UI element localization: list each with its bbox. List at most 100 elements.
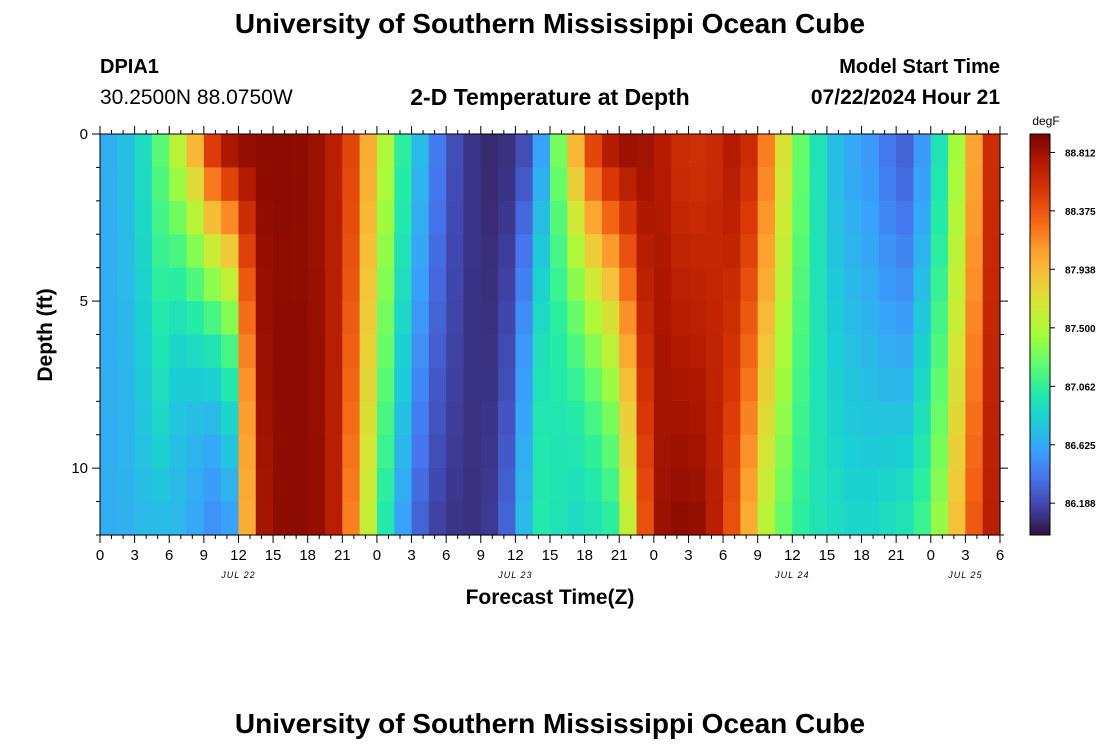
heatmap-cell bbox=[359, 401, 378, 436]
heatmap-cell bbox=[723, 234, 741, 269]
station-id: DPIA1 bbox=[100, 56, 159, 78]
heatmap-cell bbox=[601, 468, 620, 503]
heatmap-cell bbox=[273, 468, 291, 503]
heatmap-cell bbox=[238, 401, 257, 436]
heatmap-cell bbox=[826, 401, 845, 436]
heatmap-cell bbox=[238, 367, 257, 402]
heatmap-cell bbox=[567, 501, 586, 536]
heatmap-cell bbox=[965, 401, 984, 436]
heatmap-cell bbox=[636, 501, 655, 536]
heatmap-cell bbox=[948, 234, 966, 269]
heatmap-cell bbox=[515, 167, 534, 202]
heatmap-cell bbox=[325, 401, 343, 436]
heatmap-cell bbox=[601, 167, 620, 202]
heatmap-cell bbox=[671, 267, 690, 302]
heatmap-cell bbox=[255, 468, 274, 503]
heatmap-cell bbox=[238, 468, 257, 503]
heatmap-cell bbox=[134, 434, 153, 469]
heatmap-cell bbox=[619, 501, 638, 536]
heatmap-cell bbox=[896, 334, 915, 369]
heatmap-cell bbox=[325, 434, 343, 469]
heatmap-cell bbox=[826, 468, 845, 503]
heatmap-cell bbox=[203, 468, 222, 503]
heatmap-cell bbox=[532, 334, 551, 369]
heatmap-cell bbox=[463, 267, 482, 302]
heatmap-cell bbox=[913, 234, 932, 269]
heatmap-cell bbox=[844, 234, 863, 269]
heatmap-cell bbox=[619, 434, 638, 469]
heatmap-cell bbox=[463, 501, 482, 536]
heatmap-cell bbox=[809, 167, 828, 202]
colorbar-unit: degF bbox=[1032, 114, 1059, 128]
heatmap-cell bbox=[428, 200, 447, 235]
heatmap-cell bbox=[826, 200, 845, 235]
heatmap-cell bbox=[636, 267, 655, 302]
heatmap-cell bbox=[550, 501, 568, 536]
heatmap-cell bbox=[775, 468, 793, 503]
heatmap-cell bbox=[221, 200, 240, 235]
x-tick-label: 0 bbox=[96, 547, 104, 564]
x-tick-label: 12 bbox=[230, 547, 247, 564]
heatmap-cell bbox=[498, 468, 516, 503]
heatmap-cell bbox=[342, 301, 361, 336]
heatmap-cell bbox=[117, 501, 136, 536]
heatmap-cell bbox=[307, 267, 326, 302]
heatmap-cell bbox=[463, 200, 482, 235]
heatmap-cell bbox=[203, 434, 222, 469]
heatmap-cell bbox=[359, 468, 378, 503]
heatmap-cell bbox=[463, 334, 482, 369]
heatmap-cell bbox=[567, 234, 586, 269]
heatmap-cell bbox=[498, 267, 516, 302]
heatmap-cell bbox=[671, 334, 690, 369]
heatmap-cell bbox=[186, 134, 205, 169]
x-tick-label: 6 bbox=[996, 547, 1004, 564]
x-tick-label: 9 bbox=[754, 547, 762, 564]
heatmap-cell bbox=[359, 200, 378, 235]
heatmap-cell bbox=[930, 334, 949, 369]
heatmap-cell bbox=[930, 134, 949, 169]
heatmap-cell bbox=[896, 234, 915, 269]
heatmap-cell bbox=[532, 367, 551, 402]
heatmap-cell bbox=[688, 301, 707, 336]
heatmap-cell bbox=[290, 234, 309, 269]
heatmap-cell bbox=[186, 301, 205, 336]
x-tick-label: 18 bbox=[299, 547, 316, 564]
heatmap-cell bbox=[480, 434, 499, 469]
heatmap-cell bbox=[325, 501, 343, 536]
heatmap-cell bbox=[705, 167, 724, 202]
heatmap-cell bbox=[757, 334, 776, 369]
heatmap-cell bbox=[878, 501, 897, 536]
heatmap-cell bbox=[913, 334, 932, 369]
heatmap-cell bbox=[463, 468, 482, 503]
heatmap-cell bbox=[705, 234, 724, 269]
heatmap-cell bbox=[913, 367, 932, 402]
heatmap-cell bbox=[394, 501, 413, 536]
heatmap-cell bbox=[844, 401, 863, 436]
heatmap-cell bbox=[394, 301, 413, 336]
heatmap-cell bbox=[515, 134, 534, 169]
heatmap-cell bbox=[913, 401, 932, 436]
heatmap-cell bbox=[965, 367, 984, 402]
heatmap-cell bbox=[965, 434, 984, 469]
heatmap-cell bbox=[653, 334, 672, 369]
heatmap-cell bbox=[671, 234, 690, 269]
heatmap-cell bbox=[532, 234, 551, 269]
heatmap-cell bbox=[826, 334, 845, 369]
heatmap-cell bbox=[671, 167, 690, 202]
heatmap-cell bbox=[688, 134, 707, 169]
heatmap-cell bbox=[844, 334, 863, 369]
heatmap-cell bbox=[169, 401, 188, 436]
heatmap-cell bbox=[221, 401, 240, 436]
heatmap-cell bbox=[826, 167, 845, 202]
heatmap-cells bbox=[100, 134, 1001, 536]
heatmap-cell bbox=[619, 267, 638, 302]
heatmap-cell bbox=[325, 267, 343, 302]
heatmap-cell bbox=[221, 301, 240, 336]
heatmap-cell bbox=[601, 367, 620, 402]
heatmap-cell bbox=[982, 234, 1001, 269]
heatmap-cell bbox=[671, 401, 690, 436]
heatmap-cell bbox=[653, 468, 672, 503]
heatmap-cell bbox=[861, 501, 880, 536]
heatmap-cell bbox=[740, 167, 759, 202]
heatmap-cell bbox=[844, 434, 863, 469]
